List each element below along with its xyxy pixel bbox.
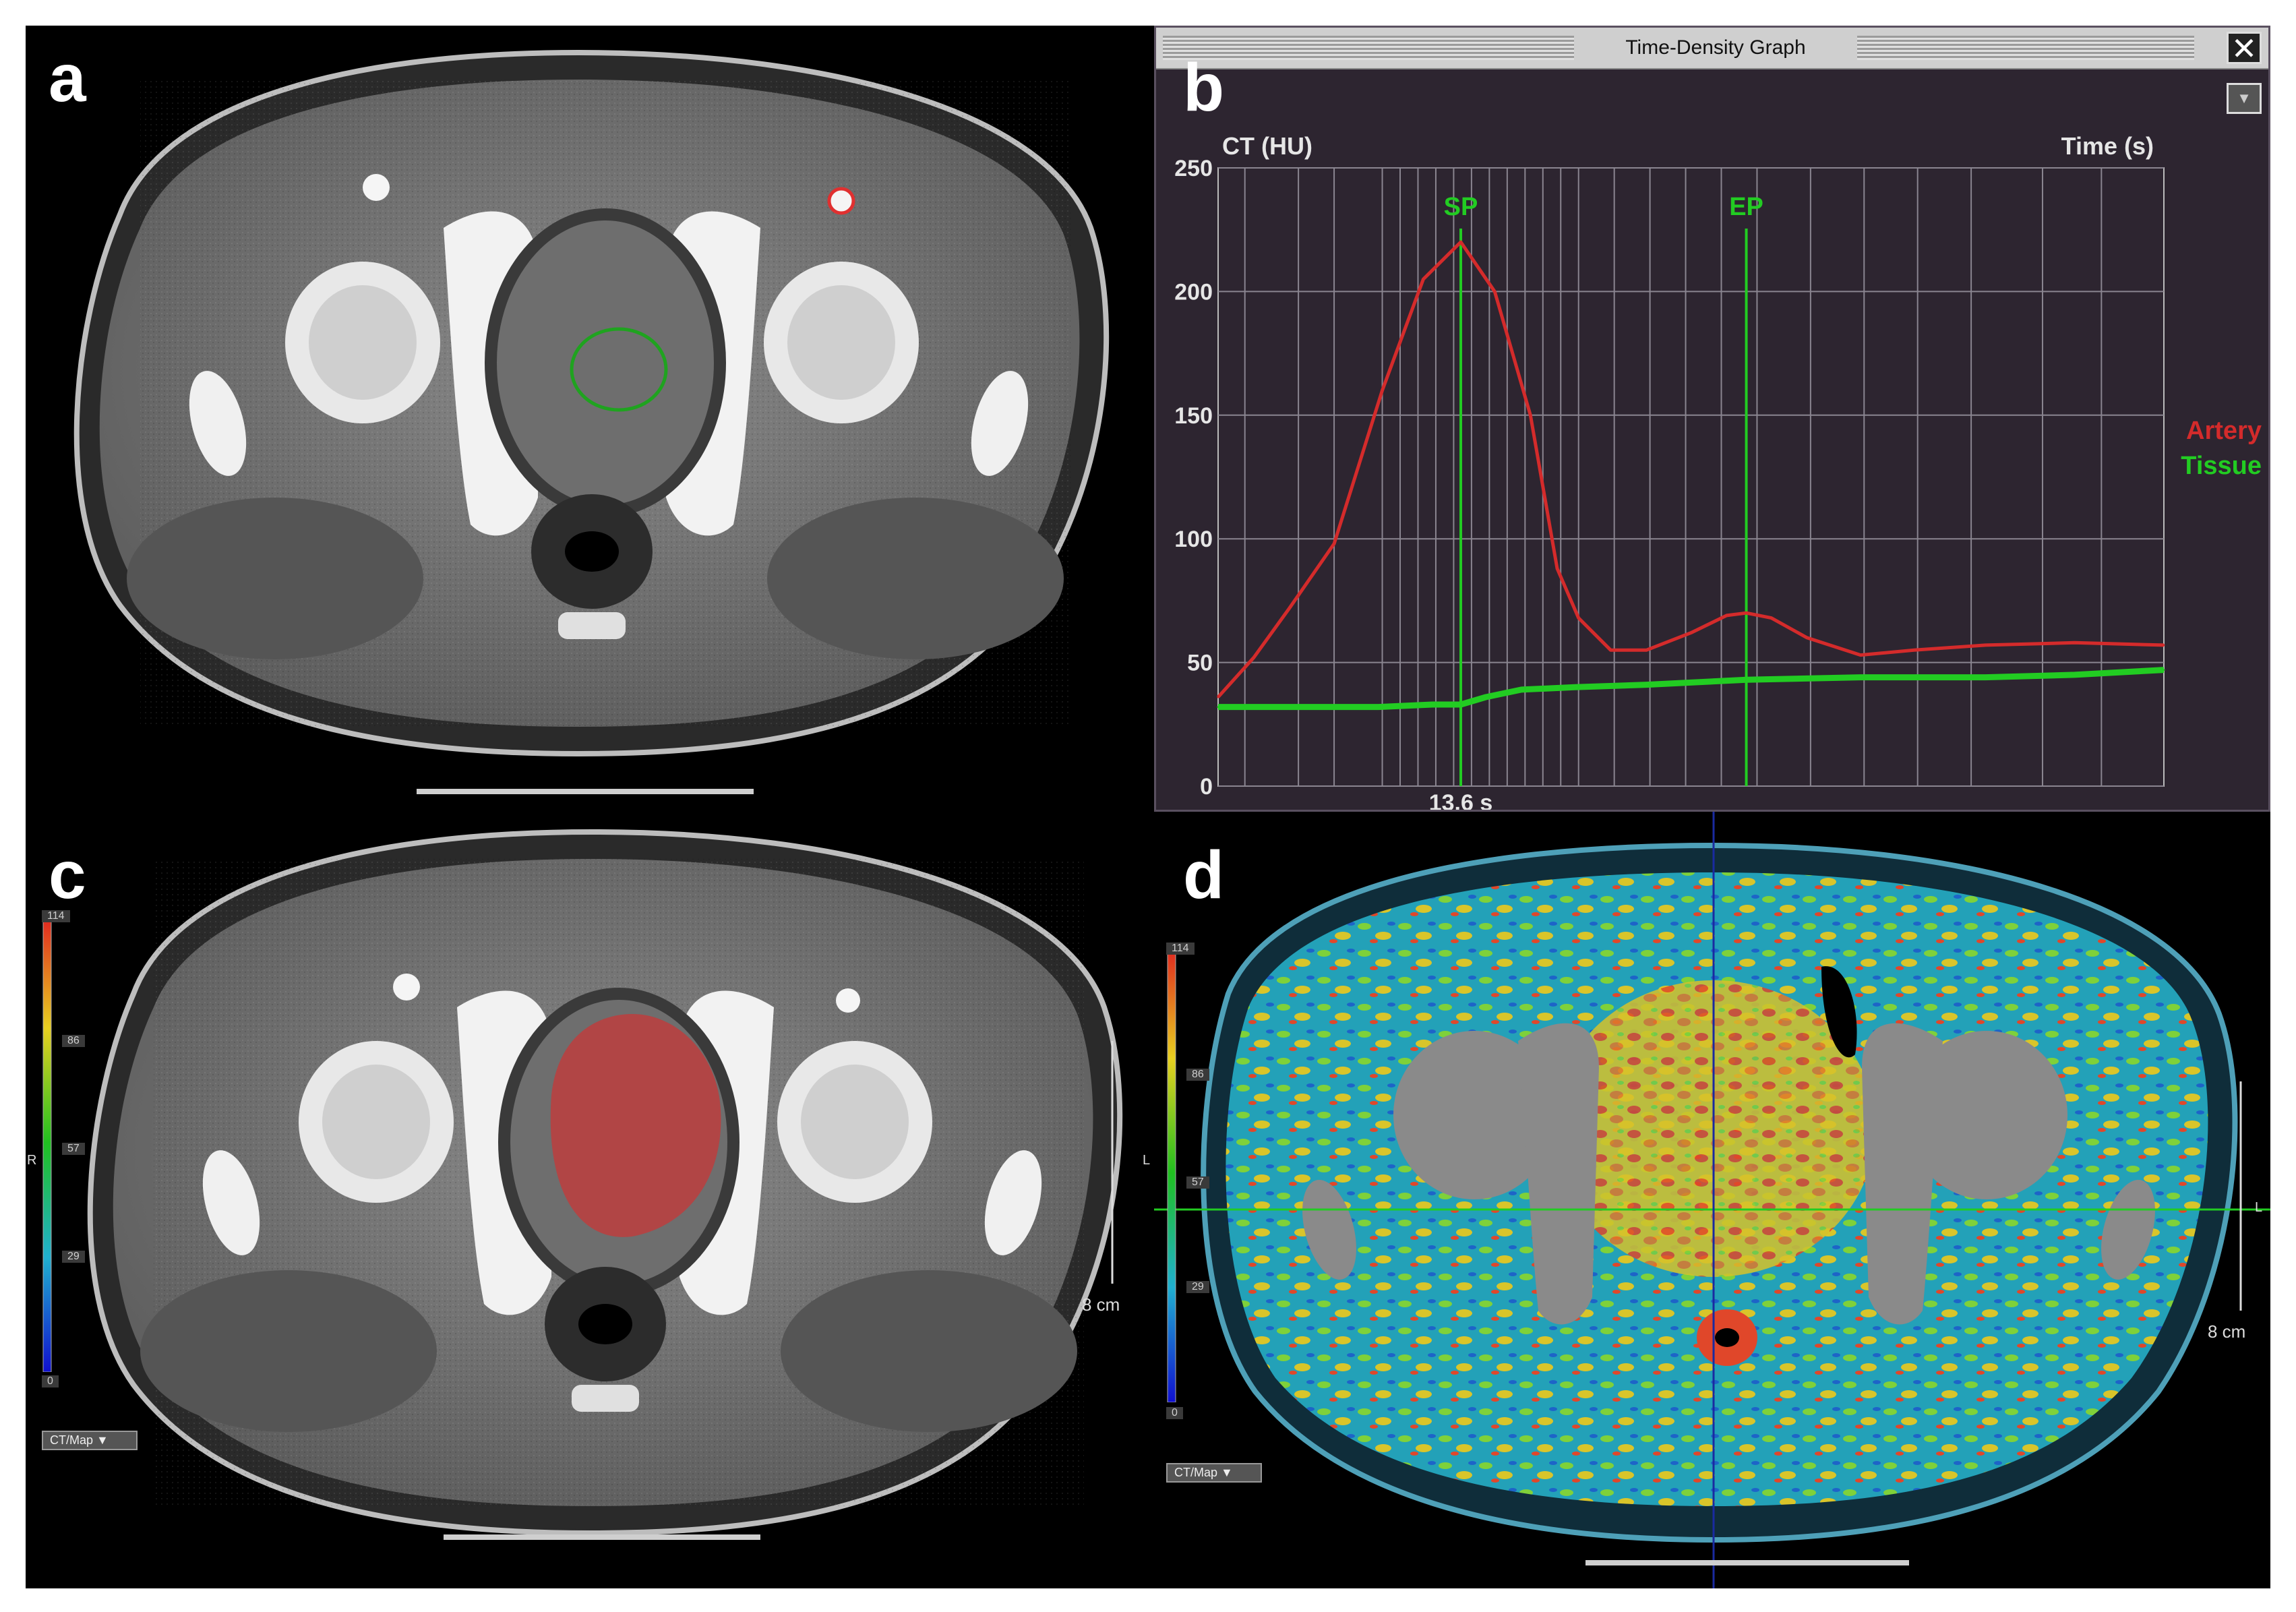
data-point-tissue (1745, 678, 1748, 681)
data-point-artery (1217, 696, 1219, 698)
ct-image-c (26, 812, 1154, 1588)
y-tick-label: 250 (1174, 156, 1213, 181)
colorbar-c-tick-29: 29 (62, 1251, 85, 1263)
legend-artery: Artery (2186, 417, 2262, 445)
data-point-tissue (2074, 674, 2076, 676)
data-point-artery (1609, 649, 1612, 651)
colorbar-d-tick-29: 29 (1186, 1281, 1209, 1293)
colorbar-d-tick-86: 86 (1186, 1069, 1209, 1081)
data-point-artery (1333, 543, 1335, 545)
marker-label-ep: EP (1729, 193, 1763, 221)
data-point-tissue (1377, 706, 1380, 709)
data-point-artery (1529, 414, 1532, 417)
y-tick-label: 0 (1200, 774, 1213, 800)
data-point-artery (1859, 654, 1862, 657)
y-tick-label: 100 (1174, 527, 1213, 552)
data-point-artery (1912, 649, 1915, 651)
data-point-tissue (1520, 688, 1523, 691)
orientation-left-d: L (2255, 1200, 2263, 1215)
data-point-artery (1806, 636, 1809, 639)
data-point-tissue (1459, 703, 1462, 706)
panel-label-a: a (49, 40, 86, 116)
data-point-tissue (1984, 676, 1987, 679)
panel-label-d: d (1183, 837, 1225, 913)
data-point-artery (1770, 617, 1773, 620)
legend-tissue: Tissue (2181, 452, 2262, 480)
data-point-artery (1690, 632, 1692, 634)
data-point-artery (1725, 614, 1728, 617)
time-density-graph-window: Time-Density Graph ✕ ▼ 0 50 100 150 200 250 CT… (1154, 26, 2270, 812)
data-point-tissue (1484, 696, 1487, 698)
colorbar-d-tick-114: 114 (1166, 943, 1195, 955)
data-point-artery (1422, 278, 1424, 280)
scale-label-c: 8 cm (1082, 1294, 1120, 1315)
data-point-artery (1745, 611, 1748, 614)
data-point-tissue (1573, 686, 1576, 688)
scale-label-d: 8 cm (2208, 1321, 2246, 1342)
y-axis-label: CT (HU) (1222, 132, 1312, 160)
ct-map-dropdown-c[interactable]: CT/Map ▼ (42, 1431, 138, 1450)
y-tick-label: 200 (1174, 279, 1213, 305)
data-point-artery (1288, 607, 1291, 609)
marker-label-sp: SP (1444, 193, 1478, 221)
data-point-tissue (1645, 684, 1648, 686)
y-tick-label: 150 (1174, 403, 1213, 429)
plot-area (1217, 167, 2165, 787)
colorbar-c-tick-0: 0 (42, 1375, 59, 1387)
panel-label-c: c (49, 837, 86, 913)
time-density-chart: 0 50 100 150 200 250 CT (HU) Time (s) SP EP 13.6 s… (1174, 132, 2262, 810)
perfusion-map-d (1154, 812, 2270, 1588)
dropdown-label: CT/Map (50, 1433, 94, 1447)
data-point-tissue (2163, 669, 2165, 671)
colorbar-c-tick-86: 86 (62, 1035, 85, 1047)
data-point-tissue (1859, 676, 1862, 679)
colorbar-c-tick-57: 57 (62, 1143, 85, 1155)
data-point-artery (1556, 567, 1559, 570)
x-marker-time-label: 13.6 s (1429, 790, 1493, 810)
series-line-tissue (1218, 667, 2165, 711)
x-axis-label: Time (s) (2061, 132, 2154, 160)
orientation-left-c: L (1143, 1153, 1151, 1168)
colorbar-d-tick-57: 57 (1186, 1176, 1209, 1189)
window-titlebar[interactable]: Time-Density Graph (1156, 28, 2268, 69)
data-point-tissue (1288, 706, 1291, 709)
dropdown-icon[interactable]: ▼ (2227, 83, 2262, 114)
data-point-artery (1381, 389, 1384, 392)
colorbar-d (1167, 944, 1176, 1402)
data-point-artery (1645, 649, 1648, 651)
dropdown-label: CT/Map (1174, 1466, 1218, 1479)
colorbar-d-tick-0: 0 (1166, 1407, 1183, 1419)
data-point-artery (1577, 617, 1580, 620)
ct-image-a (26, 26, 1154, 812)
data-point-artery (2163, 644, 2165, 647)
data-point-artery (1252, 656, 1255, 659)
window-title: Time-Density Graph (1574, 33, 1857, 63)
colorbar-c-tick-114: 114 (42, 910, 70, 922)
y-tick-label: 50 (1187, 651, 1213, 676)
orientation-right-c: R (27, 1153, 37, 1168)
data-point-artery (1984, 644, 1987, 647)
panel-label-b: b (1183, 50, 1225, 125)
data-point-artery (1493, 290, 1496, 293)
data-point-artery (2074, 641, 2076, 644)
data-point-tissue (1431, 703, 1434, 706)
data-point-artery (1459, 241, 1462, 243)
ct-map-dropdown-d[interactable]: CT/Map ▼ (1166, 1463, 1262, 1483)
colorbar-c (42, 914, 52, 1372)
close-icon[interactable]: ✕ (2227, 32, 2262, 64)
data-point-tissue (1217, 706, 1219, 709)
